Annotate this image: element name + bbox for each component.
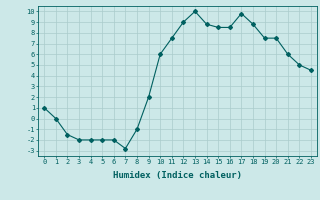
X-axis label: Humidex (Indice chaleur): Humidex (Indice chaleur)	[113, 171, 242, 180]
